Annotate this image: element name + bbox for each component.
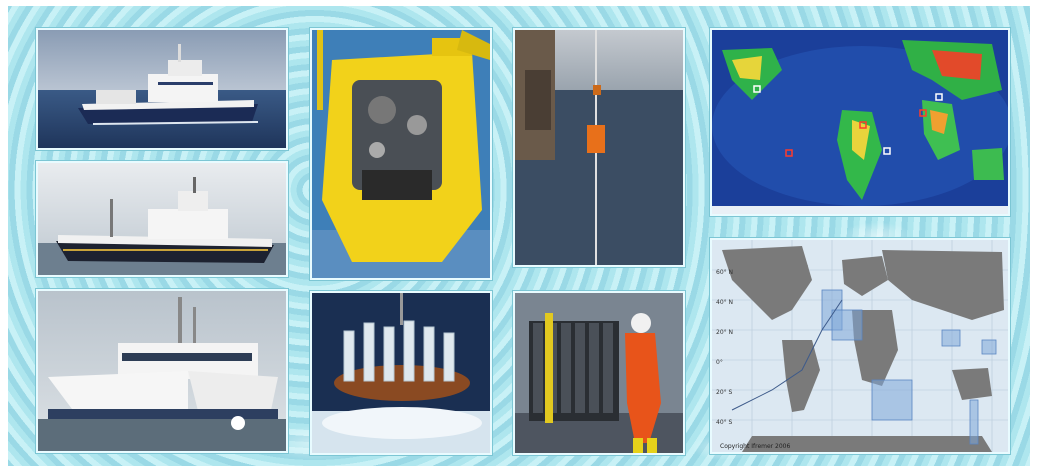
multicorer-photo <box>310 291 492 455</box>
ctd-rosette-photo <box>513 291 685 455</box>
lat-label-4: 20° S <box>716 389 733 396</box>
lat-label-1: 40° N <box>716 299 733 306</box>
collage-background: 60° N 40° N 20° N 0° 20° S 40° S Copyrig… <box>8 6 1030 466</box>
lat-label-2: 20° N <box>716 329 733 336</box>
instrument-line-photo <box>513 28 685 267</box>
ship-photo-3 <box>36 289 288 453</box>
submersible-photo <box>310 28 492 280</box>
lat-label-0: 60° N <box>716 269 733 276</box>
cruise-track-map: 60° N 40° N 20° N 0° 20° S 40° S Copyrig… <box>710 238 1010 454</box>
map-copyright: Copyright Ifremer 2006 <box>720 443 790 450</box>
ship-photo-2 <box>36 161 288 277</box>
ship-photo-1 <box>36 28 288 150</box>
lat-label-3: 0° <box>716 359 723 366</box>
bathymetry-map <box>710 28 1010 216</box>
lat-label-5: 40° S <box>716 419 733 426</box>
